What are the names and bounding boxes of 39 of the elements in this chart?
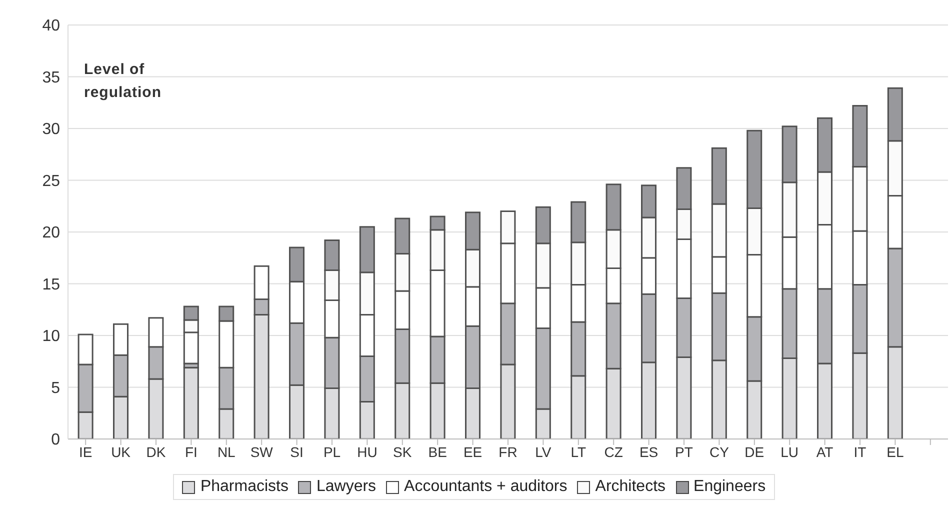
y-tick-label: 5 [51,380,60,397]
y-tick-label: 15 [42,276,60,294]
x-tick-label: UK [111,444,132,460]
x-tick-label: DE [744,444,764,460]
y-tick-label: 30 [42,121,60,138]
x-tick-label: IE [78,444,92,460]
y-tick-label: 35 [42,69,60,86]
x-tick-label: NL [217,444,236,460]
x-tick-label: FR [498,444,518,460]
legend-label: Accountants + auditors [403,478,568,496]
legend-label: Engineers [692,478,766,496]
annotation: Level of regulation [84,60,163,103]
y-tick-label: 0 [51,432,60,449]
x-tick-label: ES [639,444,658,460]
x-tick-label: EE [463,444,482,460]
x-tick-label: LT [570,444,586,460]
legend-label: Pharmacists [199,478,288,496]
x-tick-label: EL [886,444,904,460]
x-tick-label: IT [854,444,867,460]
legend-label: Architects [594,478,666,496]
x-tick-label: CZ [604,444,624,460]
x-tick-label: CY [709,444,730,460]
x-tick-label: LV [535,444,552,460]
y-tick-label: 40 [42,18,60,35]
x-tick-label: PL [323,444,341,460]
x-tick-label: BE [428,444,447,460]
x-tick-label: DK [146,444,166,460]
x-tick-label: PT [675,444,694,460]
legend-label: Lawyers [315,478,376,496]
x-tick-label: AT [816,444,834,460]
y-tick-label: 20 [42,224,60,242]
y-tick-label: 10 [42,328,60,346]
y-tick-label: 25 [42,172,60,190]
x-tick-label: HU [357,444,378,460]
x-tick-label: FI [184,444,198,460]
x-tick-label: SI [290,444,304,460]
x-tick-label: SK [393,444,412,460]
x-tick-label: LU [780,444,799,460]
x-tick-label: SW [250,444,274,460]
